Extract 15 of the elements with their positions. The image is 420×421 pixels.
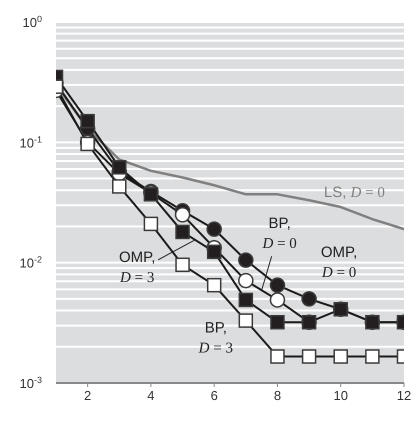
x-tick-label: 8: [274, 388, 282, 404]
annotation: BP, D = 3: [198, 320, 233, 357]
annotation: BP, D = 0: [261, 215, 297, 252]
x-tick-label: 4: [147, 388, 155, 404]
x-tick-label: 10: [333, 388, 348, 404]
x-tick-label: 12: [396, 388, 412, 404]
annotation: LS, D = 0: [324, 184, 385, 202]
y-tick-label: 10$^{0}$: [22, 14, 42, 30]
y-tick-label: 10$^{-1}$: [20, 134, 42, 150]
x-tick-label: 2: [84, 388, 92, 404]
annotation: OMP, D = 3: [118, 248, 156, 286]
annotation: OMP, D = 0: [320, 244, 358, 281]
y-tick-label: 10$^{-2}$: [20, 254, 42, 271]
x-tick-label: 6: [210, 388, 218, 404]
y-tick-label: 10$^{-3}$: [20, 375, 42, 391]
